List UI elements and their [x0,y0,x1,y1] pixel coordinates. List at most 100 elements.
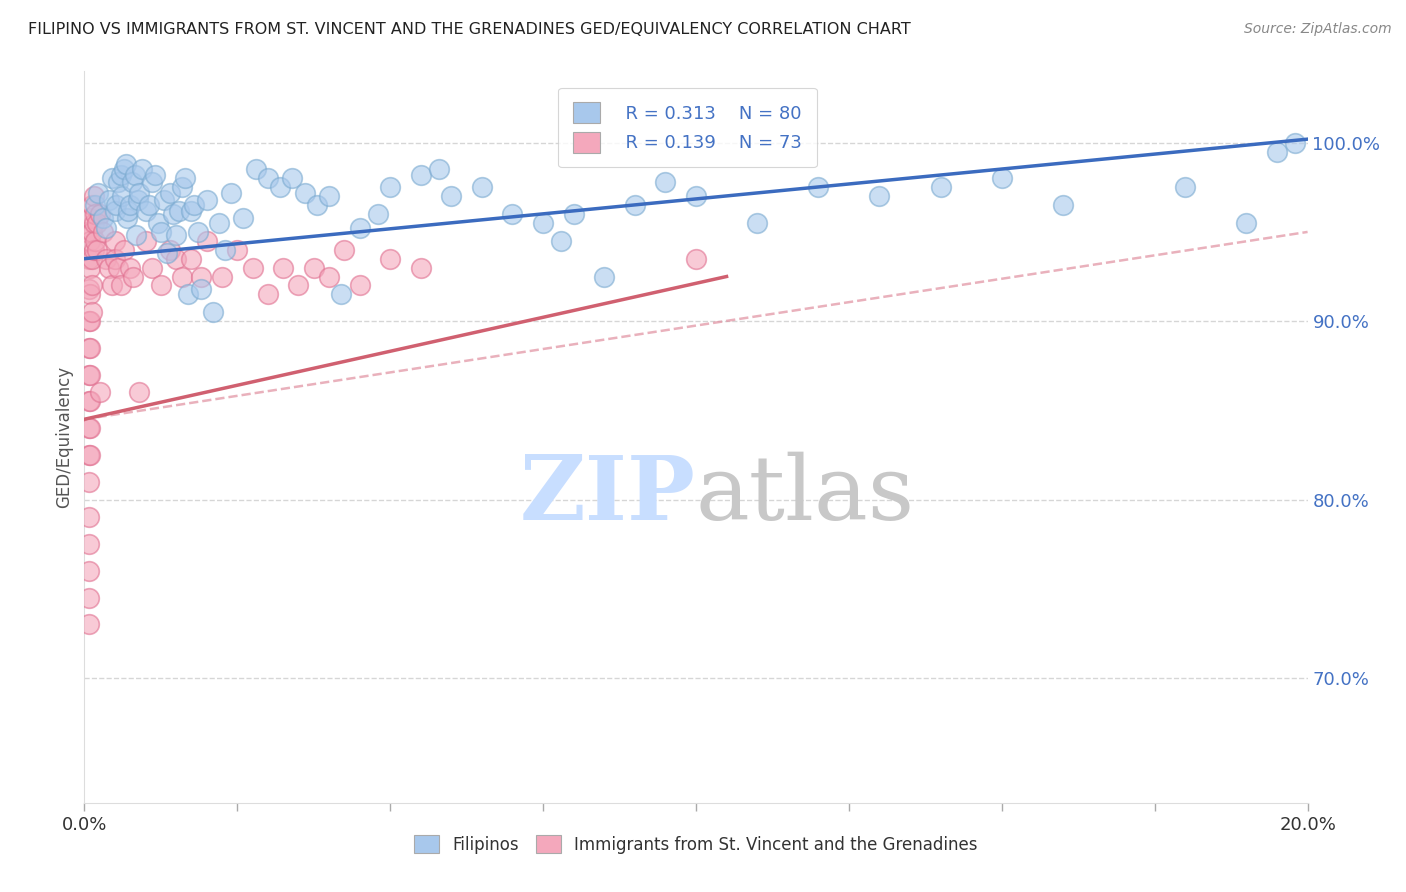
Point [172,269,194,284]
Point [79,314,101,328]
Point [84,198,107,212]
Point [349,221,371,235]
Point [318,269,340,284]
Point [257,287,280,301]
Point [156,246,179,260]
Point [269,180,291,194]
Text: ZIP: ZIP [520,452,696,539]
Point [208,216,231,230]
Point [195,234,218,248]
Point [302,260,325,275]
Point [107,260,129,275]
Point [105,198,128,212]
Point [83,216,105,230]
Point [104,234,127,248]
Point [83,243,105,257]
Point [201,305,224,319]
Point [174,171,197,186]
Point [104,252,127,266]
Point [122,269,145,284]
Point [807,180,830,194]
Point [186,225,208,239]
Point [929,180,952,194]
Point [101,171,124,186]
Point [162,207,184,221]
Point [77,475,100,489]
Point [91,211,114,225]
Point [149,278,172,293]
Point [159,243,181,257]
Point [550,234,572,248]
Point [380,252,402,266]
Point [153,193,176,207]
Point [183,198,205,212]
Point [80,198,103,212]
Legend: Filipinos, Immigrants from St. Vincent and the Grenadines: Filipinos, Immigrants from St. Vincent a… [408,829,984,860]
Point [747,216,769,230]
Point [242,260,264,275]
Point [117,203,139,218]
Point [77,368,100,382]
Point [128,186,150,200]
Point [502,207,524,221]
Point [531,216,554,230]
Point [84,207,107,221]
Text: FILIPINO VS IMMIGRANTS FROM ST. VINCENT AND THE GRENADINES GED/EQUIVALENCY CORRE: FILIPINO VS IMMIGRANTS FROM ST. VINCENT … [28,22,911,37]
Point [80,252,103,266]
Point [125,228,148,243]
Point [86,243,108,257]
Point [97,260,120,275]
Point [330,287,353,301]
Point [94,221,117,235]
Point [79,287,101,301]
Point [219,186,242,200]
Point [654,175,676,189]
Point [440,189,463,203]
Point [318,189,340,203]
Point [1236,216,1258,230]
Point [77,394,100,409]
Point [77,314,100,328]
Point [287,278,309,293]
Point [77,617,100,632]
Point [409,168,432,182]
Point [281,171,304,186]
Point [77,510,100,524]
Text: atlas: atlas [696,452,915,540]
Point [77,252,100,266]
Point [79,211,101,225]
Point [149,225,172,239]
Point [214,243,236,257]
Point [190,282,212,296]
Point [97,193,120,207]
Point [1174,180,1197,194]
Point [167,203,190,218]
Point [79,448,101,462]
Point [226,243,249,257]
Point [349,278,371,293]
Point [79,394,101,409]
Point [79,421,101,435]
Point [211,269,233,284]
Point [94,252,117,266]
Point [91,225,114,239]
Point [87,186,110,200]
Y-axis label: GED/Equivalency: GED/Equivalency [55,366,73,508]
Point [124,168,146,182]
Point [1265,145,1288,159]
Point [685,252,707,266]
Point [141,260,163,275]
Point [367,207,389,221]
Point [128,385,150,400]
Point [380,180,402,194]
Point [195,193,218,207]
Point [409,260,432,275]
Point [305,198,328,212]
Point [146,216,169,230]
Point [333,243,356,257]
Point [80,278,103,293]
Point [112,162,135,177]
Point [110,278,132,293]
Point [257,171,280,186]
Point [135,234,157,248]
